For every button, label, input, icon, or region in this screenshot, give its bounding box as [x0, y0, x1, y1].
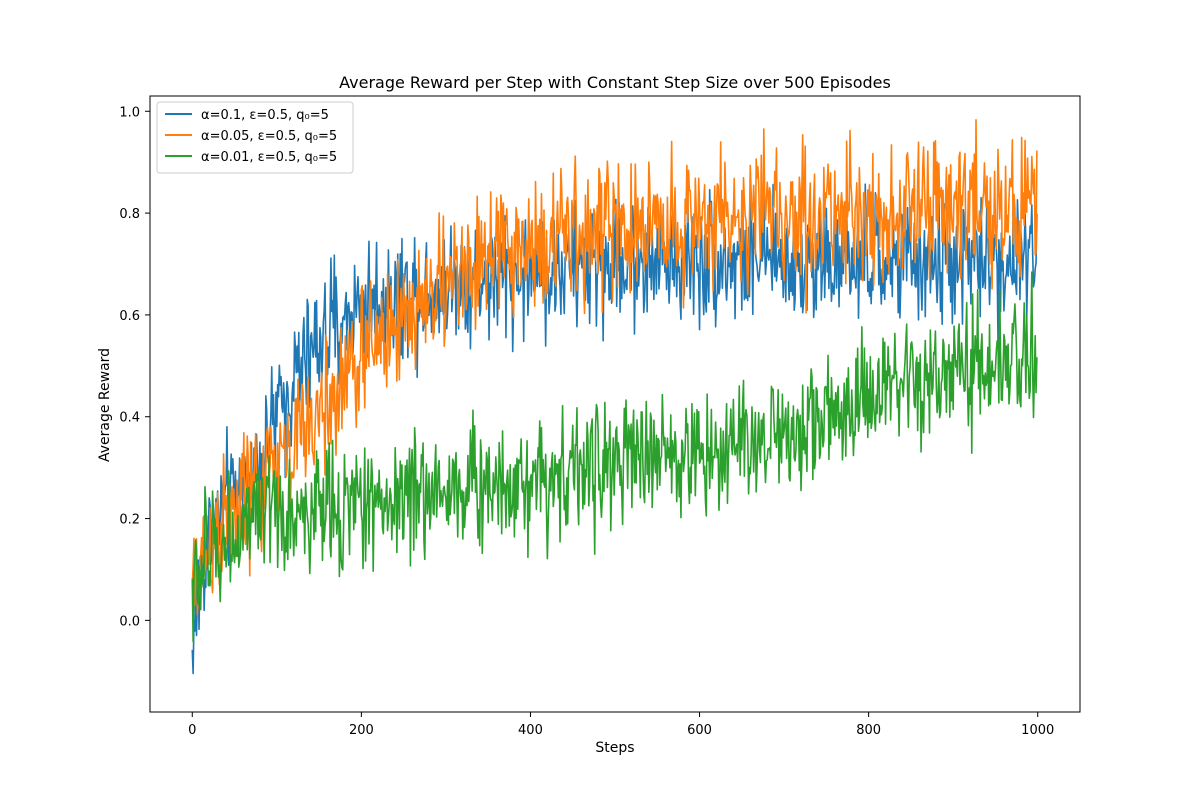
- y-tick-label: 0.4: [119, 411, 140, 426]
- series-line-1: [191, 175, 1038, 675]
- legend-label-3: α=0.01, ε=0.5, q₀=5: [201, 150, 337, 165]
- x-tick-label: 600: [687, 723, 712, 738]
- chart-title: Average Reward per Step with Constant St…: [339, 73, 891, 92]
- x-tick-label: 200: [349, 723, 374, 738]
- x-tick-label: 800: [856, 723, 881, 738]
- x-tick-label: 0: [188, 723, 196, 738]
- plot-area: 0 200 400 600 800 1000 0.0 0.2 0.4 0.6 0.8 1.0: [119, 95, 1081, 738]
- y-tick-label: 0.6: [119, 309, 140, 324]
- legend: α=0.1, ε=0.5, q₀=5 α=0.05, ε=0.5, q₀=5 α=0…: [156, 101, 354, 174]
- legend-label-1: α=0.1, ε=0.5, q₀=5: [201, 108, 329, 123]
- y-tick-label: 0.8: [119, 207, 140, 222]
- y-axis-label: Average Reward: [97, 348, 113, 462]
- legend-box: [156, 101, 354, 174]
- y-tick-label: 0.0: [119, 614, 140, 629]
- legend-label-2: α=0.05, ε=0.5, q₀=5: [201, 129, 337, 144]
- x-tick-label: 1000: [1021, 723, 1054, 738]
- x-axis-label: Steps: [595, 740, 634, 756]
- plot-frame: [149, 95, 1081, 713]
- series-line-3: [191, 271, 1038, 643]
- y-tick-label: 0.2: [119, 513, 140, 528]
- series-line-2: [191, 118, 1038, 616]
- x-tick-label: 400: [518, 723, 543, 738]
- y-tick-label: 1.0: [119, 105, 140, 120]
